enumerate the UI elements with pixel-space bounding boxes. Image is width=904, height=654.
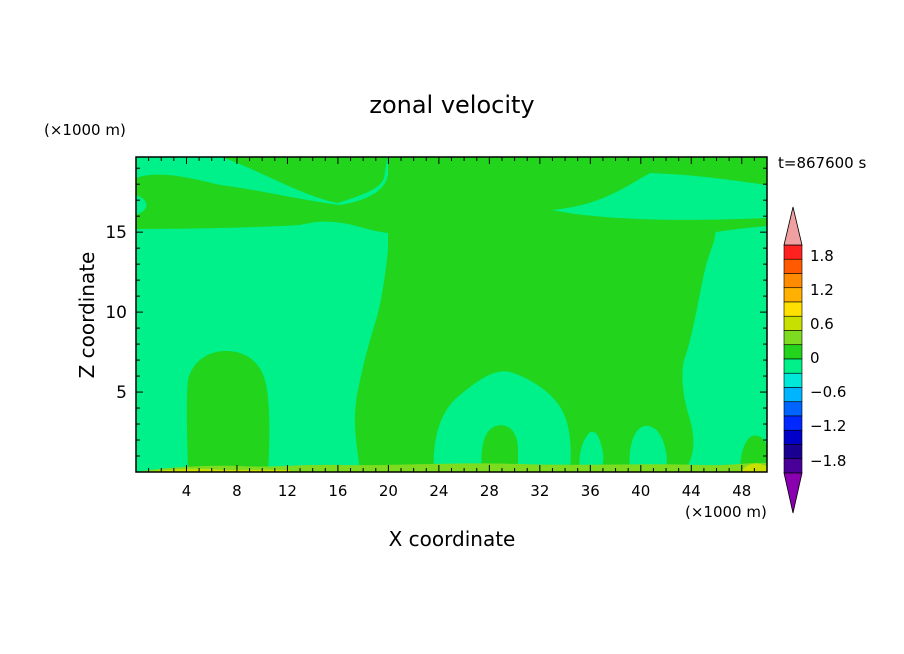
x-tick-label: 36	[581, 482, 600, 500]
x-tick-label: 28	[480, 482, 499, 500]
contour-region-right-cut	[579, 431, 604, 472]
colorbar-over-arrow	[783, 206, 803, 246]
colorbar-swatch	[783, 244, 803, 260]
chart-title: zonal velocity	[369, 91, 534, 119]
x-tick-label: 8	[232, 482, 242, 500]
colorbar-swatch	[783, 273, 803, 289]
colorbar-label: 0.6	[810, 315, 834, 333]
colorbar-swatch	[783, 429, 803, 445]
time-label: t=867600 s	[778, 154, 866, 172]
x-tick-label: 20	[379, 482, 398, 500]
contour-region-left-lobe	[186, 350, 270, 472]
colorbar-swatch	[783, 358, 803, 374]
colorbar-swatch	[783, 344, 803, 360]
y-axis-title: Z coordinate	[75, 252, 99, 379]
x-tick-label: 32	[530, 482, 549, 500]
y-tick-label: 10	[105, 303, 127, 323]
contour-region-surface-streak-2	[140, 468, 290, 472]
x-unit-label: (×1000 m)	[685, 503, 767, 521]
contour-region-small-hump	[629, 425, 667, 472]
colorbar-swatch	[783, 372, 803, 388]
contour-region-center	[354, 221, 716, 470]
colorbar: 1.8 1.2 0.6 0 −0.6 −1.2 −1.8	[783, 206, 846, 514]
colorbar-swatch	[783, 415, 803, 431]
contour-field	[136, 157, 767, 472]
colorbar-label: 1.8	[810, 247, 834, 265]
colorbar-swatch	[783, 330, 803, 346]
colorbar-swatch	[783, 444, 803, 460]
x-tick-label: 40	[631, 482, 650, 500]
colorbar-label: −1.2	[810, 417, 846, 435]
x-tick-label: 48	[732, 482, 751, 500]
y-axis: 5 10 15	[105, 167, 767, 457]
x-tick-label: 12	[278, 482, 297, 500]
colorbar-swatch	[783, 401, 803, 417]
colorbar-label: 0	[810, 349, 820, 367]
x-axis: 4 8 12 16 20 24 28 32 36 40 44 48	[148, 157, 755, 500]
contour-region-small-bump	[481, 425, 518, 472]
colorbar-label: −1.8	[810, 452, 846, 470]
x-tick-label: 16	[328, 482, 347, 500]
x-axis-title: X coordinate	[389, 527, 516, 551]
y-tick-label: 5	[116, 383, 127, 403]
contour-region-dome	[433, 371, 571, 472]
contour-region-surface-streak	[136, 462, 767, 472]
x-tick-label: 4	[182, 482, 192, 500]
colorbar-under-arrow	[783, 472, 803, 514]
colorbar-swatch	[783, 301, 803, 317]
y-tick-label: 15	[105, 223, 127, 243]
contour-region-top-left-blob	[136, 157, 388, 205]
colorbar-swatch	[783, 287, 803, 303]
x-tick-label: 44	[682, 482, 701, 500]
y-unit-label: (×1000 m)	[44, 121, 126, 139]
colorbar-label: −0.6	[810, 383, 846, 401]
colorbar-swatch	[783, 315, 803, 331]
colorbar-swatch	[783, 258, 803, 274]
x-tick-label: 24	[429, 482, 448, 500]
colorbar-swatch	[783, 458, 803, 474]
colorbar-label: 1.2	[810, 281, 834, 299]
colorbar-swatch	[783, 387, 803, 403]
contour-region-surface-streak-3	[740, 463, 767, 472]
